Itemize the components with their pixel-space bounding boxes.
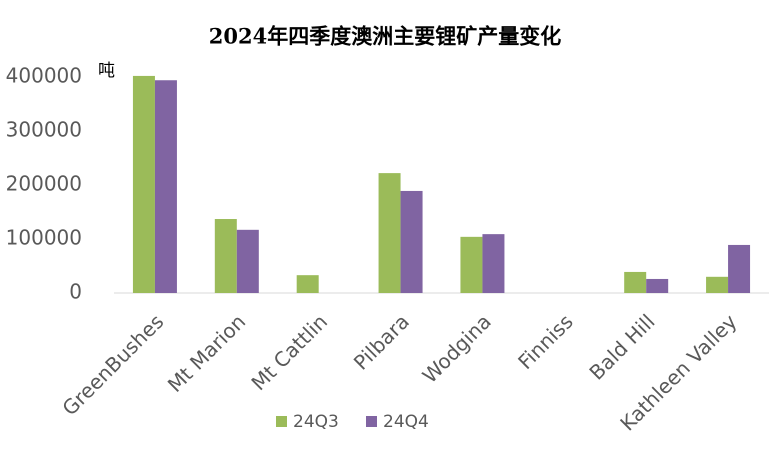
bar xyxy=(482,234,505,293)
y-tick-label: 100000 xyxy=(6,226,82,250)
bar xyxy=(154,80,177,294)
y-tick-label: 0 xyxy=(69,280,82,304)
y-tick-label: 200000 xyxy=(6,172,82,196)
legend-label: 24Q4 xyxy=(383,412,429,432)
chart-title: 2024年四季度澳洲主要锂矿产量变化 xyxy=(209,24,561,49)
bar xyxy=(400,190,423,293)
bar xyxy=(624,271,647,293)
bar xyxy=(728,244,751,293)
bar xyxy=(460,236,483,293)
bar xyxy=(132,75,155,293)
y-unit: 吨 xyxy=(98,61,115,81)
bar xyxy=(214,219,237,293)
legend-swatch xyxy=(366,416,377,427)
legend-swatch xyxy=(276,416,287,427)
bar xyxy=(706,276,729,293)
y-tick-label: 400000 xyxy=(6,64,82,88)
bar xyxy=(378,173,401,293)
bar xyxy=(646,278,669,293)
bar xyxy=(296,275,319,293)
legend-label: 24Q3 xyxy=(293,412,339,432)
y-tick-label: 300000 xyxy=(6,118,82,142)
bar xyxy=(236,229,259,293)
